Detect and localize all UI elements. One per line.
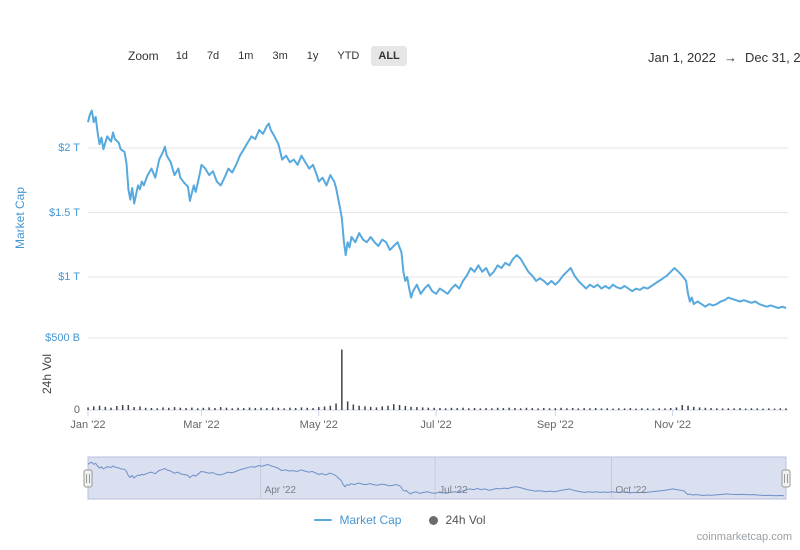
range-display: Jan 1, 2022 → Dec 31, 2022 <box>648 50 800 65</box>
zoom-button-1m[interactable]: 1m <box>231 46 260 66</box>
x-tick-jan: Jan '22 <box>70 419 106 431</box>
navigator-tick-apr: Apr '22 <box>264 485 296 496</box>
legend-item-24h-vol[interactable]: 24h Vol <box>429 513 486 527</box>
watermark: coinmarketcap.com <box>696 531 792 543</box>
y-tick-zero: 0 <box>73 404 80 416</box>
zoom-button-3m[interactable]: 3m <box>265 46 294 66</box>
x-tick-sep: Sep '22 <box>536 419 574 431</box>
y-tick-2t: $2 T <box>58 142 80 154</box>
zoom-button-7d[interactable]: 7d <box>200 46 226 66</box>
navigator-handle-left[interactable] <box>83 470 93 488</box>
y-tick-1-5t: $1.5 T <box>49 206 80 219</box>
navigator-handle-right[interactable] <box>781 470 791 488</box>
y-tick-500b: $500 B <box>45 332 80 344</box>
line-series-icon <box>314 519 333 521</box>
range-to-input[interactable]: Dec 31, 2022 <box>744 50 800 65</box>
legend: Market Cap 24h Vol <box>0 513 800 527</box>
zoom-button-1y[interactable]: 1y <box>300 46 326 66</box>
zoom-button-ytd[interactable]: YTD <box>330 46 366 66</box>
navigator-tick-jul: Jul '22 <box>439 485 468 496</box>
navigator[interactable] <box>88 457 786 499</box>
dot-series-icon <box>429 515 439 525</box>
legend-item-market-cap[interactable]: Market Cap <box>314 513 401 527</box>
range-from-input[interactable]: Jan 1, 2022 <box>648 50 716 65</box>
market-cap-axis-title: Market Cap <box>13 186 27 250</box>
range-selector: Zoom 1d 7d 1m 3m 1y YTD ALL <box>128 46 407 66</box>
zoom-button-all[interactable]: ALL <box>371 46 407 66</box>
x-tick-nov: Nov '22 <box>654 419 692 431</box>
navigator-tick-oct: Oct '22 <box>615 485 647 496</box>
zoom-label: Zoom <box>128 49 159 63</box>
arrow-right-icon: → <box>723 50 737 65</box>
x-tick-mar: Mar '22 <box>183 419 220 431</box>
x-tick-jul: Jul '22 <box>420 419 452 431</box>
y-tick-1t: $1 T <box>58 271 80 283</box>
x-tick-may: May '22 <box>299 419 338 431</box>
zoom-button-1d[interactable]: 1d <box>169 46 195 66</box>
